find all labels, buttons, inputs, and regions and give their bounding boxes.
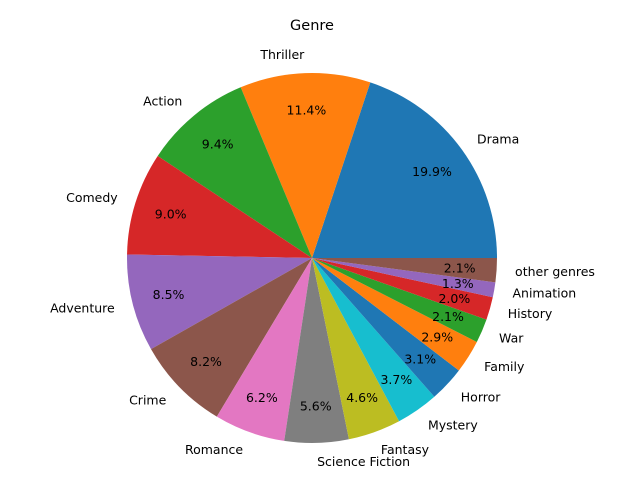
slice-history — [312, 258, 493, 320]
slice-action — [157, 87, 312, 258]
slice-comedy — [127, 155, 312, 258]
pie-slices — [127, 73, 497, 443]
slice-label-history: History — [508, 306, 553, 321]
pct-label-science-fiction: 5.6% — [300, 398, 332, 413]
pct-label-adventure: 8.5% — [153, 287, 185, 302]
pct-label-crime: 8.2% — [190, 354, 222, 369]
pct-label-animation: 1.3% — [442, 276, 474, 291]
slice-thriller — [240, 73, 371, 259]
slice-label-animation: Animation — [512, 285, 576, 300]
slice-fantasy — [312, 258, 400, 440]
slice-label-comedy: Comedy — [66, 190, 118, 205]
slice-label-adventure: Adventure — [50, 300, 115, 315]
slice-other-genres — [312, 258, 497, 283]
slice-science-fiction — [284, 258, 349, 443]
slice-label-horror: Horror — [461, 389, 501, 404]
pct-label-thriller: 11.4% — [287, 103, 327, 118]
pct-label-family: 2.9% — [421, 329, 453, 344]
slice-label-other-genres: other genres — [515, 264, 595, 279]
pct-label-history: 2.0% — [438, 291, 470, 306]
slice-label-action: Action — [143, 94, 182, 109]
slice-drama — [312, 82, 497, 259]
chart-title: Genre — [290, 18, 334, 34]
slice-adventure — [127, 254, 312, 350]
pct-label-action: 9.4% — [202, 136, 234, 151]
slice-label-drama: Drama — [477, 131, 519, 146]
slice-war — [312, 258, 487, 342]
slice-animation — [312, 258, 496, 298]
slice-crime — [151, 258, 312, 417]
pct-label-mystery: 3.7% — [380, 372, 412, 387]
slice-label-mystery: Mystery — [428, 418, 478, 433]
pct-label-romance: 6.2% — [246, 390, 278, 405]
slice-label-family: Family — [484, 359, 525, 374]
slice-label-war: War — [499, 331, 524, 346]
slice-label-romance: Romance — [185, 442, 243, 457]
slice-mystery — [312, 258, 435, 422]
slice-family — [312, 258, 477, 371]
pct-label-comedy: 9.0% — [155, 207, 187, 222]
pct-label-drama: 19.9% — [412, 164, 452, 179]
pie-labels: Drama 19.9% Thriller 11.4% Action 9.4% Comedy 9… — [50, 47, 595, 469]
slice-horror — [312, 258, 459, 397]
slice-label-crime: Crime — [129, 393, 167, 408]
slice-label-thriller: Thriller — [259, 47, 305, 62]
slice-romance — [216, 258, 312, 441]
pct-label-other-genres: 2.1% — [444, 260, 476, 275]
slice-label-fantasy: Fantasy — [381, 442, 430, 457]
pct-label-fantasy: 4.6% — [346, 390, 378, 405]
slice-label-science-fiction: Science Fiction — [317, 454, 410, 469]
pct-label-war: 2.1% — [432, 309, 464, 324]
pct-label-horror: 3.1% — [404, 351, 436, 366]
